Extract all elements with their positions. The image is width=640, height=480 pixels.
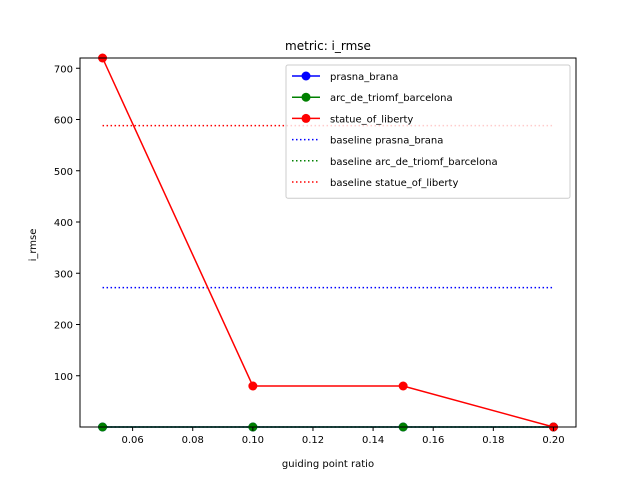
x-tick-label-7: 0.20 [542, 435, 564, 446]
x-tick-label-5: 0.16 [422, 435, 444, 446]
series-2-point-1 [248, 381, 258, 391]
axes-frame [79, 57, 577, 428]
series-2-point-2 [398, 381, 408, 391]
y-tick-label-0: 100 [54, 372, 73, 383]
y-tick-label-5: 600 [54, 116, 73, 127]
chart-title: metric: i_rmse [285, 39, 371, 53]
x-tick-label-3: 0.12 [302, 435, 324, 446]
y-tick-label-3: 400 [54, 218, 73, 229]
legend-label-1: arc_de_triomf_barcelona [330, 93, 453, 104]
legend-label-5: baseline statue_of_liberty [330, 178, 458, 189]
legend-marker-1 [301, 92, 311, 102]
legend-label-2: statue_of_liberty [330, 114, 413, 125]
x-tick-label-0: 0.06 [121, 435, 143, 446]
x-tick-label-4: 0.14 [362, 435, 384, 446]
legend-label-3: baseline prasna_brana [330, 136, 443, 147]
legend-marker-0 [301, 71, 311, 81]
legend-box [285, 64, 571, 199]
x-tick-label-1: 0.08 [182, 435, 204, 446]
y-tick-label-1: 200 [54, 321, 73, 332]
x-axis-label: guiding point ratio [282, 459, 374, 470]
legend-marker-2 [301, 113, 311, 123]
legend-label-4: baseline arc_de_triomf_barcelona [330, 157, 498, 168]
y-axis-label: i_rmse [28, 229, 39, 262]
series-line-2 [101, 57, 554, 428]
y-tick-label-2: 300 [54, 269, 73, 280]
x-tick-label-6: 0.18 [482, 435, 504, 446]
legend-label-0: prasna_brana [330, 72, 398, 83]
legend: prasna_brana arc_de_triomf_barcelonastatu… [285, 64, 571, 199]
x-tick-label-2: 0.10 [242, 435, 264, 446]
y-tick-label-6: 700 [54, 64, 73, 75]
y-tick-label-4: 500 [54, 167, 73, 178]
